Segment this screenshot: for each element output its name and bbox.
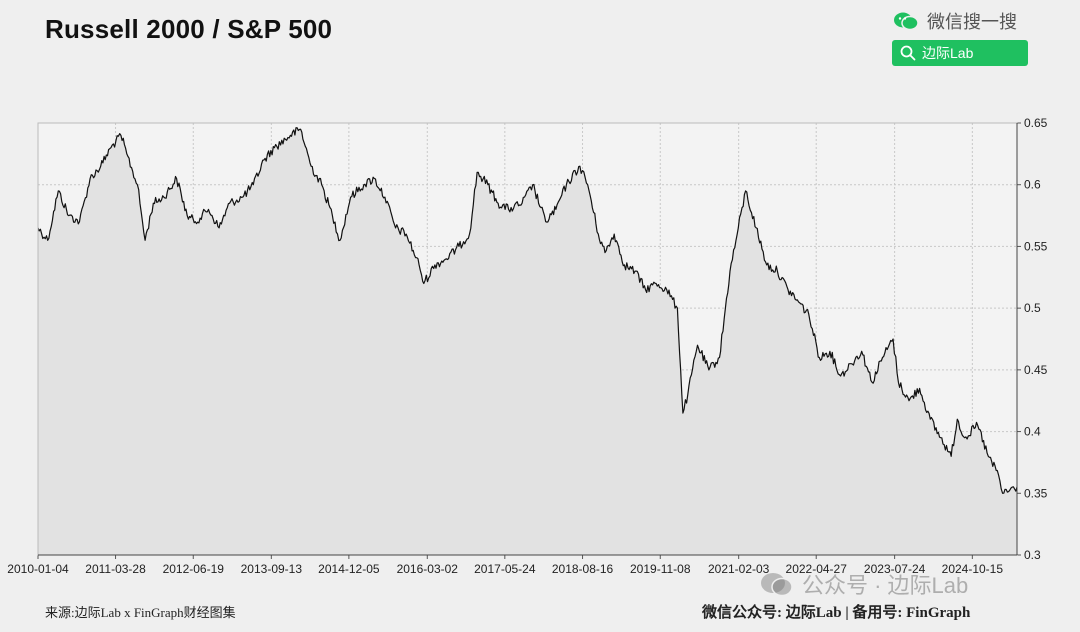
x-tick-label: 2024-10-15 xyxy=(942,562,1004,576)
x-tick-label: 2012-06-19 xyxy=(163,562,225,576)
x-tick-label: 2016-03-02 xyxy=(397,562,459,576)
y-tick-label: 0.5 xyxy=(1024,301,1041,315)
x-tick-label: 2018-08-16 xyxy=(552,562,614,576)
watermark: 公众号 · 边际Lab xyxy=(760,568,968,600)
y-tick-label: 0.55 xyxy=(1024,239,1048,253)
x-tick-label: 2019-11-08 xyxy=(630,562,691,576)
chart-title: Russell 2000 / S&P 500 xyxy=(45,14,333,44)
x-tick-label: 2010-01-04 xyxy=(7,562,69,576)
series-line xyxy=(37,127,1018,494)
series-area xyxy=(38,127,1017,555)
wechat-watermark-icon xyxy=(761,573,793,597)
x-tick-label: 2014-12-05 xyxy=(318,562,380,576)
x-tick-label: 2017-05-24 xyxy=(474,562,536,576)
footer-account-note: 微信公众号: 边际Lab | 备用号: FinGraph xyxy=(702,605,971,621)
x-tick-label: 2022-04-27 xyxy=(786,562,848,576)
y-tick-label: 0.3 xyxy=(1024,548,1041,562)
wechat-search-header[interactable]: 微信搜一搜 xyxy=(893,8,1017,34)
source-note: 来源:边际Lab x FinGraph财经图集 xyxy=(45,605,236,620)
x-tick-label: 2011-03-28 xyxy=(85,562,146,576)
search-button-label: 边际Lab xyxy=(922,45,974,61)
wechat-icon xyxy=(894,12,919,31)
y-tick-label: 0.45 xyxy=(1024,363,1048,377)
watermark-text: 公众号 · 边际Lab xyxy=(802,573,969,598)
y-tick-label: 0.35 xyxy=(1024,486,1048,500)
y-tick-label: 0.4 xyxy=(1024,425,1041,439)
search-button[interactable]: 边际Lab xyxy=(892,40,1028,66)
x-tick-label: 2021-02-03 xyxy=(708,562,770,576)
y-tick-label: 0.65 xyxy=(1024,116,1048,130)
y-tick-label: 0.6 xyxy=(1024,178,1041,192)
x-tick-label: 2013-09-13 xyxy=(241,562,303,576)
x-tick-label: 2023-07-24 xyxy=(864,562,926,576)
search-icon xyxy=(900,45,916,61)
wechat-search-label: 微信搜一搜 xyxy=(927,12,1017,32)
